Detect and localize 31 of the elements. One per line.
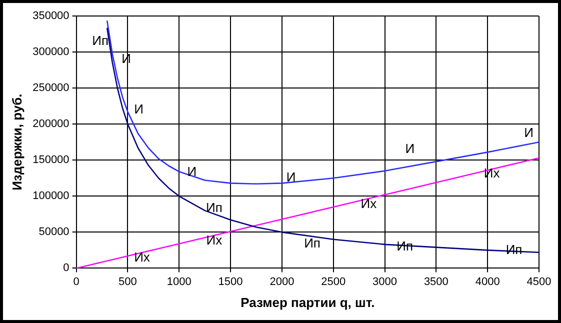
annotation: И [134,102,144,117]
y-tick-label: 250000 [32,82,70,94]
annotation: Их [206,232,223,248]
x-tick-label: 4000 [475,276,500,288]
y-tick-label: 100000 [32,190,70,202]
annotation: Ип [206,200,222,216]
annotation: Их [134,250,150,265]
annotation: И [187,164,197,179]
annotation: Ип [304,236,320,251]
y-tick-label: 0 [63,262,70,274]
x-tick-label: 3000 [372,276,398,288]
y-axis-title: Издержки, руб. [9,94,24,190]
annotation: И [524,125,534,140]
annotation: И [286,170,296,185]
x-tick-label: 2000 [270,276,294,288]
y-tick-label: 300000 [32,46,70,58]
x-tick-label: 3500 [424,276,448,288]
x-tick-label: 1000 [166,276,192,288]
x-tick-label: 1500 [218,276,243,288]
x-tick-label: 4500 [526,276,552,288]
y-tick-label: 200000 [32,118,70,130]
y-tick-label: 50000 [38,226,70,238]
x-tick-label: 2500 [321,276,346,288]
x-tick-label: 500 [118,276,137,288]
y-tick-label: 350000 [32,10,70,22]
annotation: Их [360,196,378,211]
y-tick-label: 150000 [32,154,70,166]
annotation: И [405,141,415,156]
x-axis-title: Размер партии q, шт. [240,294,375,310]
x-tick-label: 0 [73,276,80,288]
annotation: Ип [92,32,109,48]
